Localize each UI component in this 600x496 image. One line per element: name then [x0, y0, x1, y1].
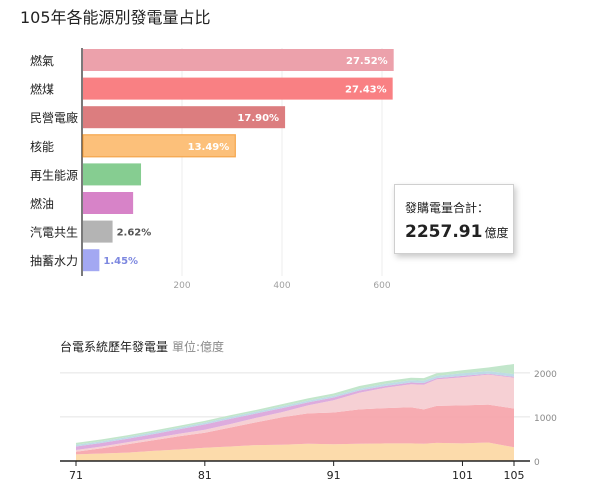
bar: [83, 106, 286, 129]
area-series: [76, 404, 514, 455]
x-tick-label: 200: [173, 281, 190, 291]
total-generation-unit: 億度: [484, 226, 509, 240]
x-tick-label: 600: [373, 281, 390, 291]
category-label: 汽電共生: [30, 225, 78, 240]
bar-value-label: 2.62%: [117, 228, 152, 239]
bar: [83, 249, 100, 272]
x-tick-label: 91: [327, 469, 341, 482]
category-label: 燃油: [30, 196, 54, 211]
bar-value-label: 13.49%: [188, 142, 230, 153]
area-chart-title-text: 台電系統歷年發電量: [60, 340, 169, 354]
bar: [83, 192, 134, 214]
bar-value-label: 5.14%: [145, 170, 180, 181]
bar: [83, 49, 394, 71]
category-label: 民營電廠: [30, 110, 78, 125]
area-chart-unit: 單位:億度: [172, 340, 225, 354]
category-label: 核能: [30, 140, 54, 154]
chart-title: 105年各能源別發電量占比: [20, 8, 211, 27]
x-tick-label: 81: [198, 469, 212, 482]
bar-value-label: 1.45%: [103, 256, 138, 267]
bar: [83, 163, 142, 186]
bar: [83, 220, 113, 243]
historical-generation-area-chart: 2000 1000 0 71 81 91 101 105: [60, 364, 557, 482]
total-generation-value: 2257.91: [405, 222, 483, 242]
y-tick-label: 2000: [534, 370, 557, 380]
y-tick-label: 1000: [534, 414, 557, 424]
category-label: 燃煤: [30, 82, 54, 97]
area-series: [76, 442, 514, 461]
area-series: [76, 374, 514, 452]
category-label: 再生能源: [30, 168, 78, 182]
total-generation-card: 發購電量合計： 2257.91 億度: [394, 184, 514, 254]
x-tick-label: 101: [452, 469, 473, 482]
area-series: [76, 371, 514, 447]
bar-value-label: 17.90%: [237, 113, 279, 124]
y-tick-label: 0: [534, 458, 540, 468]
x-tick-label: 71: [69, 469, 83, 482]
area-series: [76, 373, 514, 450]
bar: [83, 77, 393, 100]
total-generation-label: 發購電量合計：: [405, 201, 490, 215]
bar-value-label: 27.43%: [345, 85, 387, 96]
energy-share-bar-chart: 200 400 600 燃氣 27.52% 燃煤 27.43% 民營電廠 17.90% 核能 13.…: [30, 48, 394, 291]
category-label: 抽蓄水力: [30, 254, 78, 268]
x-tick-label: 105: [504, 469, 525, 482]
bar-value-label: 27.52%: [346, 56, 388, 67]
bar: [82, 134, 236, 158]
area-series: [76, 364, 514, 445]
bar-value-label: 4.44%: [137, 199, 172, 210]
x-tick-label: 400: [273, 281, 290, 291]
category-label: 燃氣: [30, 53, 54, 68]
area-chart-title: 台電系統歷年發電量 單位:億度: [60, 338, 224, 355]
